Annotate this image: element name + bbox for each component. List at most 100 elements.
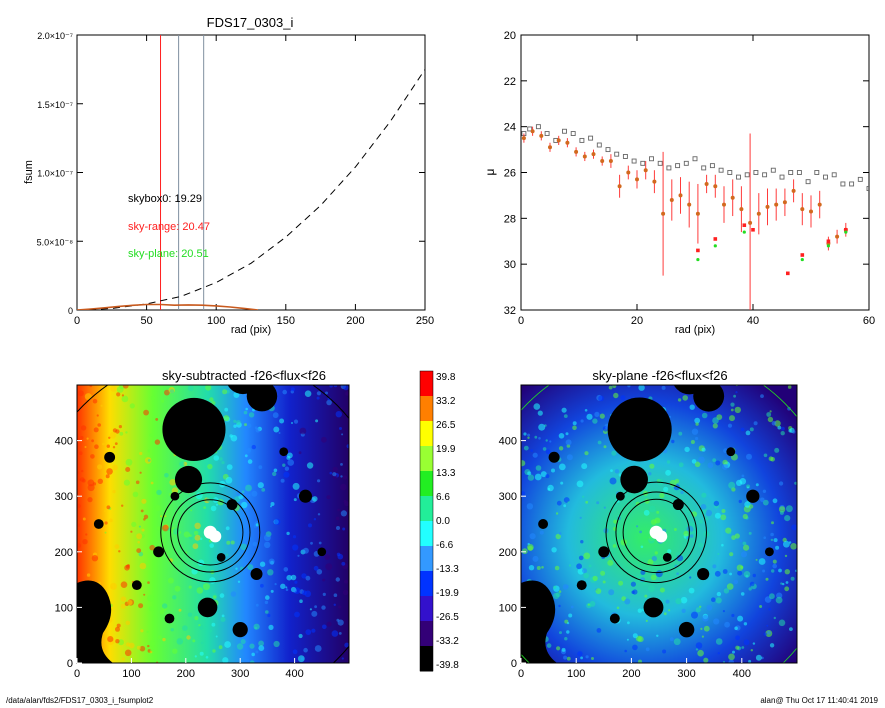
panel3-noise-speck [251, 490, 258, 497]
panel3-noise-speck [164, 389, 170, 396]
panel4-noise-speck [681, 608, 686, 614]
panel4-noise-speck [717, 553, 720, 555]
panel1-ytick-label: 0 [68, 306, 73, 316]
panel4-noise-speck [585, 500, 589, 504]
panel4-noise-speck [787, 385, 792, 389]
panel3-noise-speck [285, 588, 289, 591]
footer-user-date: alan@ Thu Oct 17 11:40:41 2019 [760, 696, 878, 705]
panel3-noise-speck [311, 610, 318, 617]
panel4-title: sky-plane -f26<flux<f26 [592, 368, 727, 383]
panel4-noise-speck [746, 453, 752, 460]
panel4-noise-speck [701, 635, 705, 638]
panel2-skybox-point [709, 163, 715, 169]
panel4-noise-speck [568, 613, 573, 618]
panel2-skyplane-point [826, 244, 831, 248]
panel4-noise-speck [701, 447, 706, 452]
panel4-noise-speck [724, 621, 730, 628]
panel4-noise-speck [610, 469, 613, 472]
panel3-noise-speck [124, 649, 132, 657]
panel3-noise-speck [215, 635, 218, 638]
panel3-noise-speck [339, 427, 342, 430]
panel3-noise-speck [136, 533, 143, 540]
panel4-noise-speck [774, 447, 780, 453]
panel3-aperture-circle [160, 482, 261, 583]
panel3-noise-speck [162, 524, 169, 532]
panel4-noise-speck [613, 392, 619, 399]
panel3-noise-speck [279, 418, 285, 424]
panel4-noise-speck [583, 572, 589, 579]
panel1-xtick-label: 150 [277, 315, 295, 327]
panel4-noise-speck [663, 486, 669, 492]
panel4-noise-speck [695, 607, 701, 613]
panel4-noise-speck [596, 501, 600, 505]
panel3-noise-speck [123, 479, 130, 486]
panel3-noise-speck [105, 474, 110, 479]
panel4-noise-speck [602, 580, 606, 584]
panel3-noise-speck [326, 495, 331, 500]
panel4-noise-speck [686, 525, 694, 533]
panel4-noise-speck [624, 649, 627, 653]
panel4-noise-speck [612, 385, 617, 389]
panel2-skybox-point [692, 156, 698, 162]
panel3-noise-speck [244, 454, 248, 458]
panel3-noise-speck [91, 439, 94, 443]
panel3-noise-speck [252, 541, 258, 547]
panel3-noise-speck [260, 583, 264, 588]
panel2-skyrange-point [826, 239, 831, 244]
panel3-noise-speck [102, 442, 105, 446]
panel3-noise-speck [209, 543, 214, 548]
panel3-noise-speck [106, 505, 111, 510]
panel3-noise-speck [336, 618, 340, 622]
panel3-noise-speck [116, 623, 121, 628]
panel4-noise-speck [755, 654, 762, 661]
panel2-skybox-point [535, 124, 541, 130]
panel3-noise-speck [200, 641, 204, 645]
panel2-skybox-point [588, 135, 594, 141]
panel4-noise-speck [700, 508, 707, 515]
panel4-noise-speck [742, 513, 748, 520]
panel2-xtick-label: 40 [747, 315, 759, 327]
panel3-noise-speck [100, 404, 103, 407]
panel3-noise-speck [196, 587, 204, 594]
panel3-noise-speck [240, 543, 247, 551]
panel3-noise-speck [182, 625, 188, 631]
panel2-skybox-point [527, 126, 533, 132]
panel3-noise-speck [92, 398, 98, 404]
panel4-noise-speck [712, 417, 719, 424]
panel3-noise-speck [297, 554, 300, 557]
panel4-noise-speck [773, 616, 776, 620]
panel4-noise-speck [694, 461, 701, 468]
panel3-noise-speck [139, 451, 143, 456]
panel4-noise-speck [735, 391, 738, 394]
panel4-noise-speck [541, 566, 544, 569]
panel3-noise-speck [259, 561, 266, 567]
panel2-profile-point [748, 220, 753, 225]
panel4-noise-speck [700, 504, 707, 510]
panel4-noise-speck [566, 585, 569, 588]
panel4-noise-speck [558, 532, 562, 535]
panel3-noise-speck [230, 540, 235, 545]
panel3-noise-speck [308, 523, 312, 528]
panel2-skybox-point [866, 186, 869, 191]
panel4-noise-speck [527, 471, 532, 476]
panel4-masked-source [672, 499, 684, 511]
panel2-skybox-point [788, 170, 794, 175]
panel3-noise-speck [164, 515, 167, 518]
panel4-aperture-circle [615, 491, 698, 574]
panel4-noise-speck [535, 465, 542, 471]
panel4-noise-speck [753, 421, 758, 426]
panel4-noise-speck [635, 501, 640, 506]
panel3-noise-speck [322, 592, 326, 597]
panel2-ylabel: μ [483, 168, 497, 175]
panel4-noise-speck [632, 633, 638, 639]
panel3-noise-speck [226, 553, 229, 556]
panel3-noise-speck [147, 459, 151, 462]
panel3-noise-speck [126, 642, 131, 647]
panel3-noise-speck [294, 611, 300, 618]
panel3-masked-source [279, 447, 289, 457]
panel1-axes-frame [76, 34, 426, 311]
panel3-masked-source [162, 397, 226, 462]
panel2-skybox-point [683, 160, 689, 166]
panel2-skyrange-point [742, 223, 747, 228]
